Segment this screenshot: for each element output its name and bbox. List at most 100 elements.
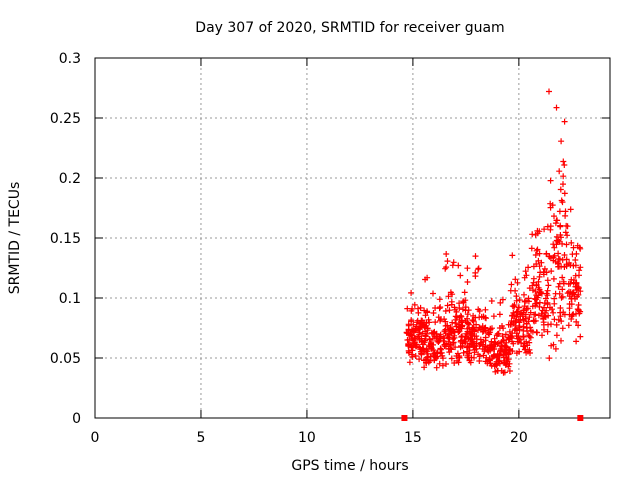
data-point — [511, 315, 517, 322]
data-point — [458, 337, 465, 344]
data-point — [479, 323, 486, 330]
data-point — [449, 291, 456, 298]
data-point — [405, 322, 412, 329]
data-point — [477, 341, 484, 348]
data-point — [559, 293, 566, 300]
data-point — [463, 344, 470, 351]
data-point — [464, 331, 471, 337]
data-point — [500, 325, 507, 332]
data-point — [472, 269, 479, 276]
x-axis-label: GPS time / hours — [291, 458, 408, 474]
data-point — [556, 256, 563, 263]
data-point — [426, 319, 433, 326]
data-point — [415, 333, 421, 340]
data-point — [476, 353, 483, 360]
data-point — [567, 262, 574, 269]
data-point — [496, 351, 503, 358]
data-point — [449, 262, 456, 269]
data-point — [567, 280, 574, 287]
data-point — [509, 330, 516, 337]
data-point — [544, 301, 551, 308]
data-point — [406, 359, 413, 366]
data-point — [505, 363, 512, 370]
data-point — [530, 275, 537, 282]
data-point — [444, 258, 451, 265]
data-point — [524, 342, 531, 349]
data-point — [553, 217, 560, 224]
data-point — [409, 344, 416, 351]
data-point — [572, 257, 579, 263]
data-point — [538, 289, 544, 296]
data-point — [497, 299, 504, 306]
data-point — [482, 337, 489, 344]
data-point — [443, 264, 450, 271]
data-point — [560, 173, 567, 180]
data-point — [435, 339, 442, 345]
endpoint-marker — [401, 415, 408, 421]
x-tick-label: 0 — [91, 430, 100, 446]
data-point — [464, 325, 471, 332]
data-point — [536, 273, 543, 280]
data-point — [437, 331, 444, 338]
data-point — [464, 279, 471, 285]
data-point — [499, 343, 506, 350]
data-point — [522, 346, 529, 353]
y-tick-label: 0.25 — [50, 111, 81, 127]
data-point — [493, 358, 500, 365]
x-axis: 0 5 10 15 20 — [91, 58, 528, 446]
data-point — [577, 333, 584, 340]
data-point — [446, 341, 453, 348]
data-point — [478, 313, 485, 320]
data-point — [412, 334, 419, 341]
data-point — [514, 279, 521, 286]
data-point — [570, 244, 577, 251]
grid-lines — [95, 58, 610, 418]
data-point — [408, 332, 415, 339]
data-point — [536, 263, 543, 270]
data-point — [498, 367, 505, 374]
data-point — [420, 346, 427, 353]
data-point — [577, 245, 584, 252]
data-point — [541, 226, 548, 233]
data-point — [496, 311, 503, 318]
data-point — [433, 330, 440, 337]
data-point — [510, 309, 517, 316]
data-point — [572, 272, 579, 279]
data-point — [551, 213, 557, 220]
data-point — [546, 355, 553, 362]
data-point — [561, 190, 568, 197]
data-point — [544, 277, 551, 284]
data-point — [525, 318, 532, 325]
plot-frame — [94, 57, 611, 419]
data-point — [520, 307, 527, 314]
data-point — [567, 206, 574, 213]
data-point — [450, 259, 457, 266]
data-point — [521, 274, 528, 281]
data-point — [430, 347, 437, 353]
data-point — [492, 340, 499, 347]
data-point — [541, 300, 548, 307]
data-point — [412, 353, 419, 359]
data-point — [573, 250, 580, 257]
y-tick-label: 0.15 — [50, 231, 81, 247]
data-point — [536, 250, 543, 257]
data-point — [568, 239, 575, 246]
data-point — [532, 252, 539, 258]
data-point — [436, 360, 443, 367]
data-point — [490, 313, 497, 320]
data-point — [559, 274, 566, 281]
data-point — [547, 226, 554, 233]
data-point — [487, 326, 494, 333]
data-point — [561, 252, 568, 258]
data-point — [563, 222, 570, 229]
data-point — [455, 326, 462, 333]
data-point — [545, 312, 552, 319]
data-point — [577, 288, 584, 295]
data-point — [408, 289, 415, 296]
data-point — [565, 322, 572, 329]
data-point — [569, 311, 576, 318]
data-point — [499, 296, 506, 303]
data-point — [522, 268, 529, 275]
data-point — [453, 316, 459, 323]
data-point — [417, 304, 424, 311]
